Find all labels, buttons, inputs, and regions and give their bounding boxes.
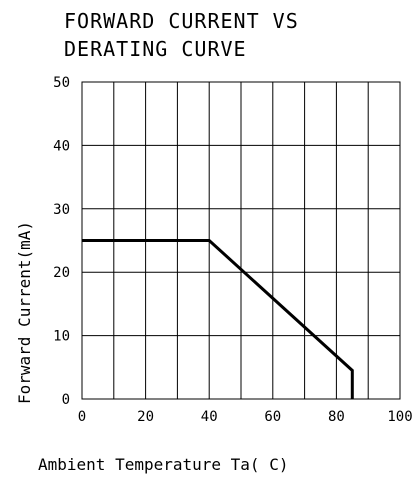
chart-title-line-1: FORWARD CURRENT VS xyxy=(64,9,299,33)
x-tick-label: 60 xyxy=(264,409,281,425)
x-tick-label: 0 xyxy=(78,409,86,425)
x-tick-labels: 0 20 40 60 80 100 xyxy=(78,409,413,425)
x-tick-label: 100 xyxy=(387,409,412,425)
x-tick-label: 20 xyxy=(137,409,154,425)
x-axis-label: Ambient Temperature Ta( C) xyxy=(38,455,288,474)
x-tick-label: 80 xyxy=(328,409,345,425)
y-tick-label: 50 xyxy=(53,75,70,91)
y-tick-label: 30 xyxy=(53,202,70,218)
y-axis-label: Forward Current(mA) xyxy=(15,221,34,404)
y-tick-label: 20 xyxy=(53,265,70,281)
chart-title: FORWARD CURRENT VS DERATING CURVE xyxy=(64,9,299,61)
y-tick-label: 40 xyxy=(53,138,70,154)
y-tick-label: 10 xyxy=(53,329,70,345)
y-tick-label: 0 xyxy=(62,392,70,408)
chart-title-line-2: DERATING CURVE xyxy=(64,37,247,61)
series-line xyxy=(82,241,352,400)
y-tick-labels: 0 10 20 30 40 50 xyxy=(53,75,70,408)
series xyxy=(82,240,353,399)
x-tick-label: 40 xyxy=(201,409,218,425)
